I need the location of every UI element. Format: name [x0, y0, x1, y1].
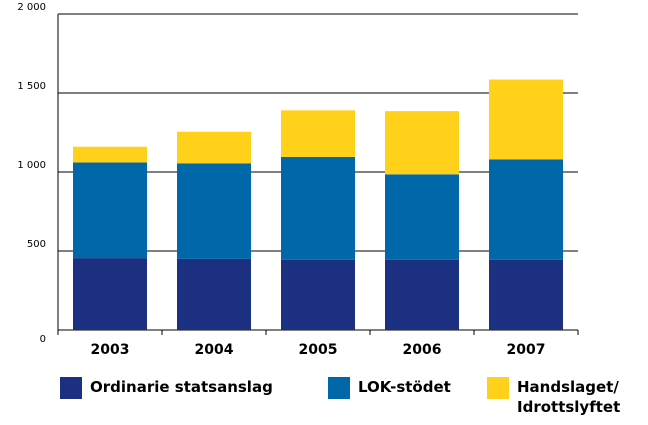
x-tick-label: 2003	[91, 342, 130, 358]
bar-segment	[73, 162, 147, 259]
y-tick-label: 1 000	[17, 160, 46, 171]
bar-segment	[281, 259, 355, 330]
legend-item: Ordinarie statsanslag	[60, 377, 290, 399]
bar-segment	[73, 146, 147, 163]
bar-segment	[385, 174, 459, 260]
legend-item: Handslaget/ Idrottslyftet	[487, 377, 637, 417]
bar-segment	[73, 258, 147, 330]
legend-label: Ordinarie statsanslag	[90, 378, 273, 396]
bar-segment	[281, 110, 355, 157]
y-tick-label: 1 500	[17, 81, 46, 92]
x-tick-label: 2004	[195, 342, 234, 358]
legend-item: LOK-stödet	[328, 377, 478, 399]
legend-label: LOK-stödet	[358, 378, 451, 396]
x-tick-label: 2007	[507, 342, 546, 358]
x-tick-label: 2006	[403, 342, 442, 358]
bar-segment	[385, 259, 459, 330]
y-tick-label: 0	[40, 334, 46, 345]
legend-label: Handslaget/ Idrottslyftet	[517, 378, 621, 416]
chart: 0 500 1 000 1 500 2 000 2003 2004 2005 2006 2007	[17, 2, 579, 358]
bar-segment	[489, 159, 563, 260]
y-tick-label: 2 000	[17, 2, 46, 13]
bar-segment	[281, 156, 355, 260]
bar-segment	[489, 259, 563, 330]
legend-swatch	[487, 377, 509, 399]
bar-segment	[177, 258, 251, 330]
bar-segment	[177, 131, 251, 164]
legend: Ordinarie statsanslag LOK-stödet Handslage…	[0, 372, 648, 425]
y-tick-label: 500	[27, 239, 46, 250]
x-tick-label: 2005	[299, 342, 338, 358]
legend-swatch	[60, 377, 82, 399]
bar-segment	[385, 111, 459, 175]
legend-swatch	[328, 377, 350, 399]
bar-segment	[489, 79, 563, 160]
bar-segment	[177, 163, 251, 259]
